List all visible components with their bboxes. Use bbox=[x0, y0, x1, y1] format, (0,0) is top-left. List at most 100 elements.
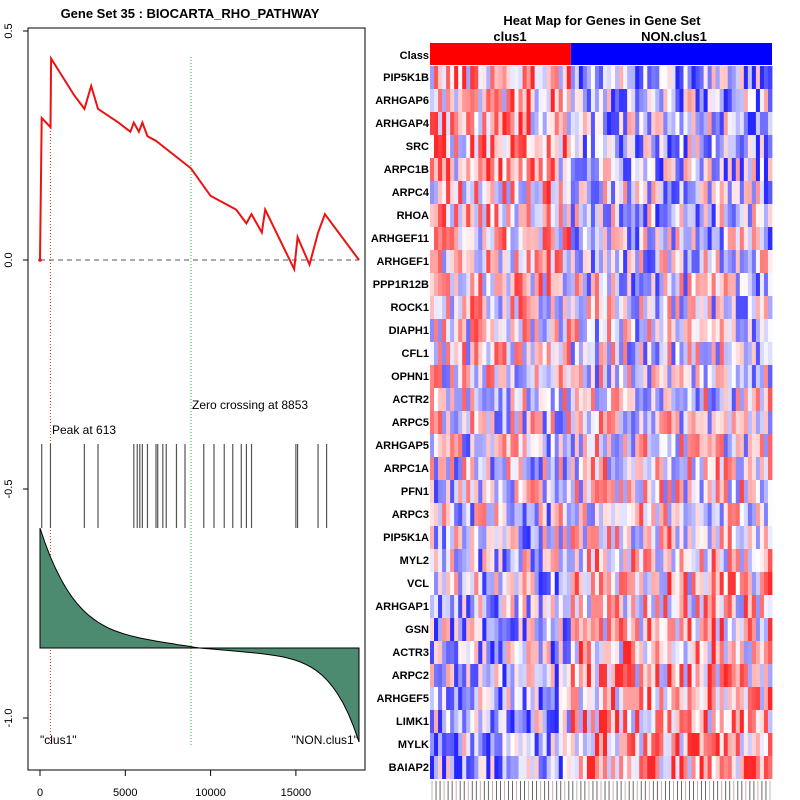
heatmap-cell bbox=[719, 135, 725, 158]
heatmap-cell bbox=[607, 503, 612, 526]
heatmap-cell bbox=[679, 526, 684, 549]
heatmap-cell bbox=[659, 112, 664, 135]
heatmap-cell bbox=[518, 135, 523, 158]
heatmap-cell bbox=[534, 572, 540, 595]
heatmap-cell bbox=[739, 733, 745, 756]
heatmap-cell bbox=[570, 733, 576, 756]
heatmap-cell bbox=[743, 434, 749, 457]
heatmap-cell bbox=[458, 112, 463, 135]
heatmap-cell bbox=[687, 411, 692, 434]
heatmap-cell bbox=[518, 204, 523, 227]
heatmap-cell bbox=[434, 158, 439, 181]
x-tick-label: 15000 bbox=[281, 787, 312, 799]
heatmap-cell bbox=[663, 549, 668, 572]
heatmap-cell bbox=[711, 572, 717, 595]
heatmap-cell bbox=[739, 549, 745, 572]
heatmap-cell bbox=[727, 411, 733, 434]
heatmap-cell bbox=[643, 66, 648, 89]
heatmap-cell bbox=[675, 388, 680, 411]
heatmap-cell bbox=[450, 641, 455, 664]
heatmap-cell bbox=[510, 503, 515, 526]
heatmap-cell bbox=[603, 227, 608, 250]
heatmap-cell bbox=[562, 273, 568, 296]
heatmap-cell bbox=[631, 664, 636, 687]
heatmap-cell bbox=[578, 526, 584, 549]
heatmap-cell bbox=[438, 112, 443, 135]
heatmap-cell bbox=[478, 595, 483, 618]
heatmap-cell bbox=[550, 66, 556, 89]
x-axis: 0 5000 10000 15000 bbox=[37, 770, 311, 799]
heatmap-cell bbox=[530, 710, 536, 733]
heatmap-cell bbox=[767, 618, 773, 641]
heatmap-cell bbox=[574, 158, 580, 181]
heatmap-cell bbox=[430, 595, 435, 618]
heatmap-cell bbox=[767, 411, 773, 434]
heatmap-cell bbox=[607, 687, 612, 710]
heatmap-cell bbox=[683, 66, 688, 89]
heatmap-cell bbox=[514, 112, 519, 135]
heatmap-cell bbox=[558, 66, 564, 89]
heatmap-cell bbox=[542, 89, 548, 112]
heatmap-cell bbox=[482, 687, 487, 710]
heatmap-cell bbox=[735, 66, 741, 89]
heatmap-cell bbox=[703, 135, 709, 158]
heatmap-cell bbox=[590, 181, 596, 204]
heatmap-cell bbox=[506, 572, 511, 595]
heatmap-cell bbox=[454, 89, 459, 112]
heatmap-cell bbox=[651, 342, 656, 365]
heatmap-cell bbox=[462, 595, 467, 618]
heatmap-cell bbox=[767, 135, 773, 158]
heatmap-cell bbox=[450, 181, 455, 204]
gene-label: ARHGAP6 bbox=[375, 95, 429, 107]
heatmap-cell bbox=[743, 89, 749, 112]
heatmap-cell bbox=[683, 273, 688, 296]
heatmap-cell bbox=[735, 664, 741, 687]
heatmap-cell bbox=[578, 618, 584, 641]
heatmap-cell bbox=[574, 273, 580, 296]
heatmap-cell bbox=[438, 480, 443, 503]
heatmap-cell bbox=[526, 641, 531, 664]
heatmap-cell bbox=[699, 89, 704, 112]
heatmap-cell bbox=[743, 756, 749, 779]
heatmap-cell bbox=[635, 434, 640, 457]
heatmap-cell bbox=[558, 365, 564, 388]
heatmap-cell bbox=[474, 66, 479, 89]
heatmap-cell bbox=[635, 618, 640, 641]
heatmap-cell bbox=[631, 365, 636, 388]
heatmap-cell bbox=[574, 365, 580, 388]
heatmap-cell bbox=[671, 687, 676, 710]
heatmap-cell bbox=[639, 227, 644, 250]
heatmap-cell bbox=[643, 135, 648, 158]
y-tick-label: -0.5 bbox=[3, 480, 15, 499]
heatmap-cell bbox=[586, 595, 592, 618]
heatmap-cell bbox=[590, 434, 596, 457]
heatmap-cell bbox=[578, 342, 584, 365]
gene-label: PFN1 bbox=[401, 486, 429, 498]
heatmap-cell bbox=[759, 595, 765, 618]
heatmap-cell bbox=[635, 572, 640, 595]
heatmap-cell bbox=[731, 181, 737, 204]
heatmap-cell bbox=[627, 89, 632, 112]
heatmap-cell bbox=[478, 250, 483, 273]
heatmap-cell bbox=[486, 503, 491, 526]
heatmap-cell bbox=[586, 273, 592, 296]
heatmap-cell bbox=[482, 618, 487, 641]
heatmap-cell bbox=[667, 641, 672, 664]
heatmap-cell bbox=[703, 503, 709, 526]
heatmap-cell bbox=[538, 710, 544, 733]
heatmap-cell bbox=[450, 618, 455, 641]
heatmap-cell bbox=[751, 411, 757, 434]
heatmap-cell bbox=[594, 227, 600, 250]
heatmap-cell bbox=[759, 549, 765, 572]
heatmap-cell bbox=[438, 365, 443, 388]
heatmap-cell bbox=[647, 342, 652, 365]
heatmap-cell bbox=[631, 434, 636, 457]
heatmap-cell bbox=[450, 710, 455, 733]
heatmap-cell bbox=[538, 549, 544, 572]
heatmap-cell bbox=[598, 365, 604, 388]
heatmap-cell bbox=[590, 227, 596, 250]
heatmap-cell bbox=[663, 204, 668, 227]
heatmap-cell bbox=[542, 664, 548, 687]
heatmap-cell bbox=[659, 664, 664, 687]
heatmap-cell bbox=[578, 112, 584, 135]
